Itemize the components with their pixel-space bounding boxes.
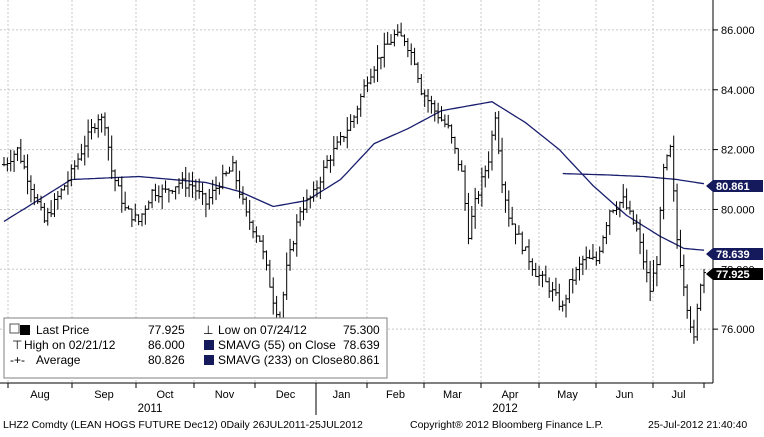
legend-low-value: 75.300: [343, 323, 380, 337]
x-axis-ticks: Aug Sep Oct Nov Dec Jan Feb Mar Apr May Jun Jul 2011…: [7, 383, 705, 415]
legend-sma55-label: SMAVG (55) on Close: [218, 338, 336, 352]
high-marker-icon: ⊤: [12, 338, 22, 352]
x-tick-label: Oct: [156, 389, 173, 401]
sma-233-line: [562, 172, 705, 185]
y-tick-label: 84.000: [721, 85, 755, 97]
price-bars: [2, 22, 706, 344]
x-tick-label: Nov: [215, 389, 235, 401]
ohlc-bar: [702, 268, 706, 294]
y-tick-label: 86.000: [721, 25, 755, 37]
legend: Last Price 77.925 ⊥ Low on 07/24/12 75.3…: [3, 317, 388, 379]
sma-233-path: [562, 172, 705, 185]
sma-55-path: [3, 101, 705, 251]
last-price-swatch: [20, 325, 30, 335]
footer-timestamp: 25-Jul-2012 21:40:40: [648, 419, 747, 431]
legend-average-label: Average: [36, 353, 81, 367]
sma233-swatch: [204, 355, 214, 365]
x-tick-label: Jan: [333, 389, 351, 401]
x-tick-label: Aug: [30, 389, 50, 401]
last-price-tag-text: 77.925: [716, 269, 750, 281]
year-label: 2011: [138, 403, 163, 415]
legend-last-price-value: 77.925: [148, 323, 185, 337]
legend-low-label: Low on 07/24/12: [218, 323, 307, 337]
y-tick-label: 80.000: [721, 204, 755, 216]
y-tick-label: 76.000: [721, 324, 755, 336]
y-tick-label: 82.000: [721, 145, 755, 157]
x-tick-label: Apr: [501, 389, 518, 401]
legend-sma233-label: SMAVG (233) on Close: [218, 353, 343, 367]
last-price-value-tag: 77.925: [706, 268, 763, 281]
x-tick-label: Jun: [616, 389, 634, 401]
legend-last-price-label: Last Price: [36, 323, 90, 337]
sma233-value-tag: 80.861: [706, 180, 763, 193]
legend-average-value: 80.826: [148, 353, 185, 367]
sma233-tag-text: 80.861: [716, 181, 750, 193]
legend-sma55-value: 78.639: [343, 338, 380, 352]
year-label: 2012: [492, 403, 518, 415]
sma55-tag-text: 78.639: [716, 249, 750, 261]
legend-expand-icon: [9, 323, 20, 334]
x-tick-label: Sep: [94, 389, 114, 401]
x-tick-label: Mar: [443, 389, 462, 401]
x-tick-label: Dec: [276, 389, 296, 401]
legend-sma233-value: 80.861: [343, 353, 380, 367]
legend-box: [3, 317, 388, 379]
sma-55-line: [3, 101, 705, 251]
average-marker-icon: -+-: [10, 353, 25, 367]
footer-copyright: Copyright® 2012 Bloomberg Finance L.P.: [410, 419, 603, 431]
x-tick-label: Feb: [386, 389, 405, 401]
sma55-value-tag: 78.639: [706, 248, 763, 261]
x-tick-label: May: [557, 389, 578, 401]
low-marker-icon: ⊥: [203, 323, 213, 337]
footer-instrument: LHZ2 Comdty (LEAN HOGS FUTURE Dec12) 0Da…: [3, 419, 363, 431]
x-tick-label: Jul: [671, 389, 685, 401]
legend-high-label: High on 02/21/12: [24, 338, 116, 352]
sma55-swatch: [204, 340, 214, 350]
legend-high-value: 86.000: [148, 338, 185, 352]
